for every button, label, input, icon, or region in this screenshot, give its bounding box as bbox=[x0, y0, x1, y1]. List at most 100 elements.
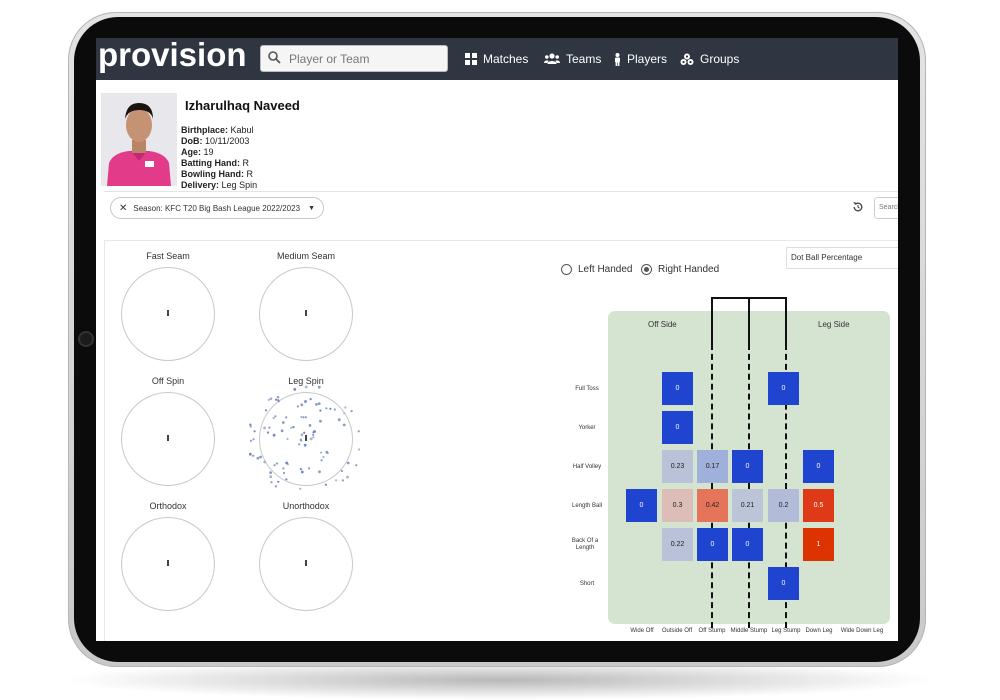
ball-pitch-dot bbox=[304, 400, 307, 403]
length-label-full-toss: Full Toss bbox=[575, 386, 599, 392]
info-value: Leg Spin bbox=[221, 180, 258, 190]
info-value: R bbox=[242, 158, 250, 168]
right-handed-label: Right Handed bbox=[658, 264, 720, 275]
pitch-title-leg-spin: Leg Spin bbox=[288, 376, 324, 386]
nav-players[interactable]: Players bbox=[614, 51, 667, 67]
ball-pitch-dot bbox=[357, 430, 360, 433]
heatmap-cell[interactable]: 0.17 bbox=[697, 450, 728, 483]
ball-pitch-dot bbox=[312, 436, 315, 439]
table-search-input[interactable]: Search bbox=[874, 197, 898, 219]
ball-pitch-dot bbox=[300, 470, 304, 474]
ball-pitch-dot bbox=[358, 448, 361, 451]
reset-icon[interactable] bbox=[852, 201, 864, 213]
ball-pitch-dot bbox=[309, 437, 313, 441]
info-value: Kabul bbox=[230, 125, 254, 135]
info-label: Batting Hand: bbox=[181, 158, 240, 168]
heatmap-cell[interactable]: 0.2 bbox=[768, 489, 799, 522]
ball-pitch-dot bbox=[272, 416, 275, 420]
heatmap-cell[interactable]: 0.23 bbox=[662, 450, 693, 483]
heatmap-cell[interactable]: 0.42 bbox=[697, 489, 728, 522]
heatmap-cell[interactable]: 0.21 bbox=[732, 489, 763, 522]
ball-pitch-dot bbox=[269, 397, 273, 401]
player-info: Birthplace: Kabul DoB: 10/11/2003 Age: 1… bbox=[181, 125, 257, 191]
ball-pitch-dot bbox=[346, 475, 349, 479]
heatmap-cell[interactable]: 0 bbox=[662, 372, 693, 405]
length-label-length-ball: Length Ball bbox=[571, 503, 603, 509]
nav-teams[interactable]: Teams bbox=[544, 51, 601, 67]
home-button bbox=[80, 333, 92, 345]
ball-pitch-dot bbox=[249, 425, 252, 428]
ball-pitch-dot bbox=[315, 403, 318, 406]
heatmap-cell[interactable]: 0 bbox=[768, 372, 799, 405]
heatmap-cell[interactable]: 0 bbox=[626, 489, 657, 522]
middle-stump-top bbox=[748, 297, 750, 344]
pitch-title-medium-seam: Medium Seam bbox=[276, 251, 336, 261]
ball-pitch-dot bbox=[355, 464, 358, 467]
info-label: Delivery: bbox=[181, 180, 220, 190]
ball-pitch-dot bbox=[264, 409, 268, 412]
search-icon bbox=[268, 51, 281, 64]
people-icon bbox=[544, 53, 560, 64]
heatmap-cell[interactable]: 0 bbox=[768, 567, 799, 600]
heatmap-cell[interactable]: 0.3 bbox=[662, 489, 693, 522]
player-name: Izharulhaq Naveed bbox=[185, 98, 300, 113]
stumps-marker bbox=[167, 310, 169, 316]
info-value: 10/11/2003 bbox=[205, 136, 250, 146]
heatmap-cell[interactable]: 0 bbox=[803, 450, 834, 483]
ball-pitch-dot bbox=[296, 405, 299, 408]
heatmap-cell[interactable]: 0.5 bbox=[803, 489, 834, 522]
right-handed-radio[interactable]: Right Handed bbox=[641, 264, 719, 275]
radio-circle[interactable] bbox=[561, 264, 572, 275]
length-label-back-of-a-length: Back Of a Length bbox=[571, 538, 599, 551]
ball-pitch-dot bbox=[263, 460, 267, 464]
ball-pitch-dot bbox=[319, 409, 322, 412]
ball-pitch-dot bbox=[340, 469, 343, 473]
nav-players-label: Players bbox=[627, 52, 668, 66]
ball-pitch-dot bbox=[318, 470, 321, 474]
leg-stump-top bbox=[785, 297, 787, 344]
heatmap-cell[interactable]: 0 bbox=[732, 450, 763, 483]
ball-pitch-dot bbox=[303, 431, 306, 434]
ball-pitch-dot bbox=[248, 452, 252, 456]
info-value: 19 bbox=[203, 147, 214, 157]
info-row: Delivery: Leg Spin bbox=[181, 180, 257, 191]
ball-pitch-dot bbox=[293, 388, 297, 391]
leg-side-label: Leg Side bbox=[818, 320, 850, 329]
heatmap-cell[interactable]: 1 bbox=[803, 528, 834, 561]
chevron-down-icon[interactable]: ▼ bbox=[308, 204, 315, 212]
nav-matches[interactable]: Matches bbox=[465, 51, 528, 67]
stumps-marker bbox=[305, 310, 307, 316]
heatmap-cell[interactable]: 0 bbox=[697, 528, 728, 561]
ball-pitch-dot bbox=[300, 403, 304, 407]
pitch-title-unorthodox: Unorthodox bbox=[282, 501, 330, 511]
ball-pitch-dot bbox=[333, 408, 336, 411]
ball-pitch-dot bbox=[337, 418, 341, 422]
pitch-map-leg-spin bbox=[259, 392, 353, 486]
nav-groups[interactable]: Groups bbox=[680, 51, 739, 67]
heatmap-cell[interactable]: 0 bbox=[662, 411, 693, 444]
ball-pitch-dot bbox=[282, 471, 286, 475]
heatmap-cell[interactable]: 0.22 bbox=[662, 528, 693, 561]
left-handed-radio[interactable]: Left Handed bbox=[561, 264, 633, 275]
search-box[interactable] bbox=[260, 45, 448, 72]
search-input[interactable] bbox=[287, 48, 441, 69]
pitch-map-medium-seam bbox=[259, 267, 353, 361]
stumps-marker bbox=[305, 435, 307, 441]
ball-pitch-dot bbox=[317, 385, 321, 389]
season-filter-chip[interactable]: ✕ Season: KFC T20 Big Bash League 2022/2… bbox=[110, 197, 324, 219]
heatmap-cell[interactable]: 0 bbox=[732, 528, 763, 561]
stumps-marker bbox=[167, 560, 169, 566]
ball-pitch-dot bbox=[350, 410, 353, 413]
logo[interactable]: provision bbox=[98, 38, 247, 73]
info-row: Bowling Hand: R bbox=[181, 169, 257, 180]
pitch-title-orthodox: Orthodox bbox=[149, 501, 187, 511]
ball-pitch-dot bbox=[267, 398, 270, 401]
radio-circle-selected[interactable] bbox=[641, 264, 652, 275]
metric-select[interactable]: Dot Ball Percentage bbox=[786, 247, 898, 269]
pitch-map-off-spin bbox=[121, 392, 215, 486]
top-nav-bar: provision Matches Teams Players Groups bbox=[96, 38, 898, 80]
line-label-leg-stump: Leg Stump bbox=[771, 628, 801, 634]
pitch-map-unorthodox bbox=[259, 517, 353, 611]
close-icon[interactable]: ✕ bbox=[119, 202, 128, 214]
line-label-wide-off: Wide Off bbox=[630, 628, 654, 634]
